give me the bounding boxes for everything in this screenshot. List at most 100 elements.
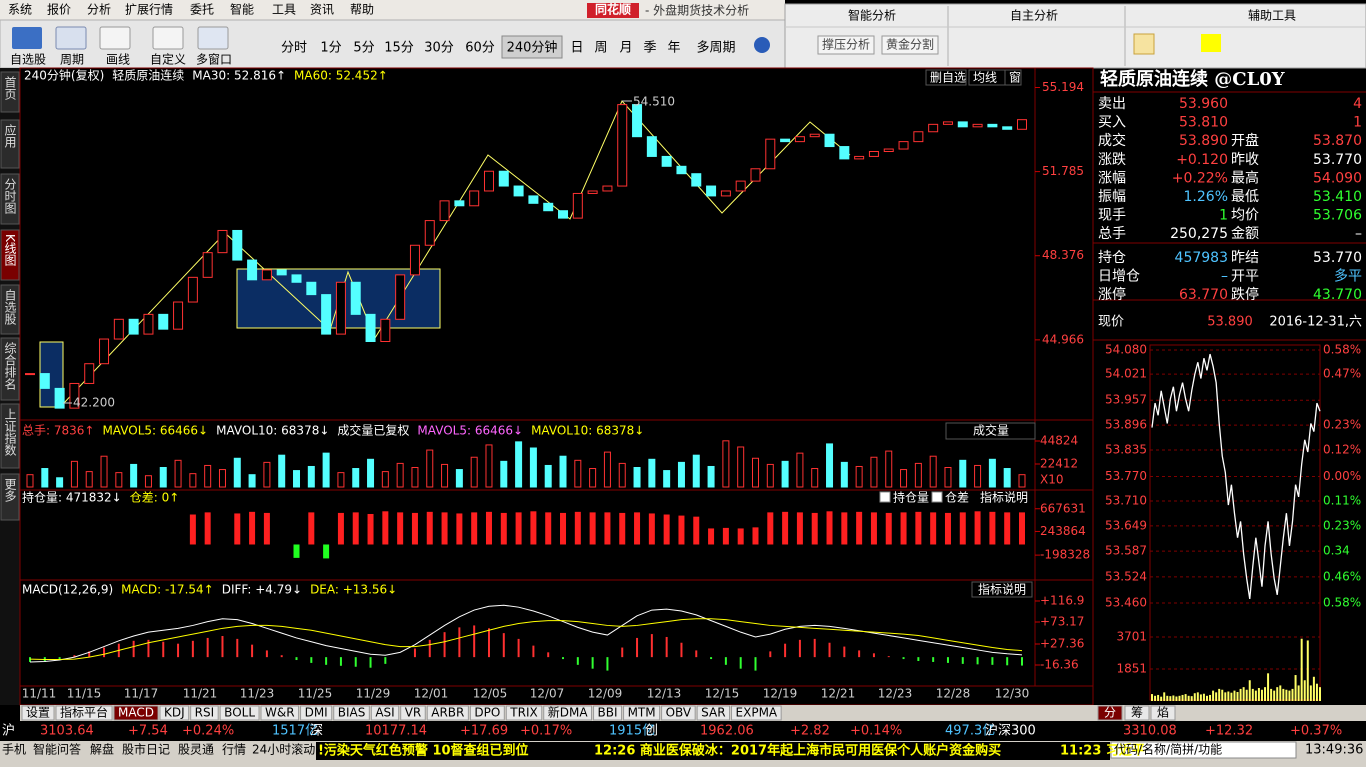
chart-button-label[interactable]: 指标说明 <box>978 582 1026 597</box>
indicator-tab[interactable]: BBI <box>598 706 618 720</box>
checkbox[interactable] <box>931 491 943 503</box>
news-item[interactable]: 12:26 商业医保破冰：2017年起上海市民可用医保个人账户资金购买 <box>594 743 1001 759</box>
bottom-button[interactable]: 股市日记 <box>122 742 170 757</box>
indicator-tab[interactable]: TRIX <box>509 706 537 720</box>
dropdown-label[interactable]: 成交量 <box>973 423 1009 438</box>
period-button[interactable]: 240分钟 <box>507 40 558 56</box>
indicator-tab[interactable]: DPO <box>474 706 500 720</box>
side-tab-label[interactable]: 首页 <box>3 76 17 101</box>
icon[interactable] <box>12 27 42 49</box>
icon[interactable] <box>99 26 131 50</box>
indicator-tab[interactable]: ARBR <box>431 706 464 720</box>
indicator-tab-bg[interactable] <box>505 705 543 721</box>
checkbox[interactable] <box>879 491 891 503</box>
indicator-tab[interactable]: BOLL <box>224 706 255 720</box>
period-button[interactable]: 30分 <box>424 41 454 56</box>
cursor-tool[interactable] <box>1133 33 1155 55</box>
bottom-button[interactable]: 股灵通 <box>178 743 214 757</box>
intraday-tab-label[interactable]: 分 <box>1104 706 1116 720</box>
intraday-tab[interactable] <box>1124 705 1150 721</box>
search-box[interactable] <box>1110 741 1297 759</box>
indicator-tab[interactable]: MACD <box>118 706 154 720</box>
chart-button-label[interactable]: 删自选 <box>930 71 966 85</box>
toolbar-button[interactable]: 多窗口 <box>196 53 232 67</box>
toolbar-button[interactable]: 周期 <box>60 53 84 67</box>
indicator-tab-bg[interactable] <box>21 705 55 721</box>
indicator-tab-bg[interactable] <box>543 705 593 721</box>
intraday-tab[interactable] <box>1150 705 1176 721</box>
menu-item[interactable]: 报价 <box>47 2 71 17</box>
intraday-tab-label[interactable]: 筹 <box>1131 706 1143 720</box>
period-button[interactable]: 60分 <box>465 41 495 56</box>
indicator-tab-bg[interactable] <box>400 705 426 721</box>
indicator-tab-bg[interactable] <box>661 705 696 721</box>
menu-item[interactable]: 工具 <box>272 3 296 17</box>
chart-button-label[interactable]: 窗 <box>1009 71 1021 85</box>
side-tab[interactable] <box>0 473 20 521</box>
toolbar-button[interactable]: 画线 <box>106 53 130 67</box>
side-tab-label[interactable]: 综合排名 <box>3 342 17 390</box>
indicator-tab-bg[interactable] <box>260 705 300 721</box>
indicator-tab[interactable]: 新DMA <box>548 705 589 720</box>
period-button[interactable]: 日 <box>570 41 583 56</box>
period-button[interactable]: 1分 <box>320 41 341 56</box>
side-tab[interactable] <box>0 71 20 113</box>
period-button[interactable]: 分时 <box>281 41 307 56</box>
side-tab[interactable] <box>0 173 20 225</box>
indicator-tab[interactable]: EXPMA <box>736 706 778 720</box>
indicator-tab[interactable]: ASI <box>375 706 394 720</box>
tool-button-label[interactable]: 撑压分析 <box>822 37 870 52</box>
indicator-tab[interactable]: MTM <box>628 706 656 720</box>
period-button[interactable]: 15分 <box>384 41 414 56</box>
chart-button[interactable] <box>925 69 967 86</box>
indicator-tab-bg[interactable] <box>469 705 505 721</box>
toolbar-button[interactable]: 自选股 <box>10 53 46 67</box>
indicator-tab[interactable]: 设置 <box>26 706 50 720</box>
side-tab-label[interactable]: 自选股 <box>3 289 17 326</box>
oi-button[interactable]: 持仓量 <box>893 490 929 505</box>
dropdown[interactable] <box>945 422 1036 440</box>
period-button[interactable]: 年 <box>667 41 680 56</box>
side-tab-label[interactable]: 上证指数 <box>3 408 17 457</box>
settings-icon[interactable] <box>754 37 770 53</box>
indicator-tab-bg[interactable] <box>333 705 370 721</box>
chart-button-label[interactable]: 均线 <box>973 71 997 85</box>
bottom-button[interactable]: 解盘 <box>90 742 114 757</box>
news-item[interactable]: !污染天气红色预警 10督查组已到位 <box>318 743 529 759</box>
indicator-tab[interactable]: OBV <box>666 706 692 720</box>
icon[interactable] <box>55 26 87 50</box>
period-button[interactable]: 5分 <box>353 41 374 56</box>
menu-item[interactable]: 帮助 <box>350 3 374 17</box>
chart-button[interactable] <box>971 581 1033 598</box>
bottom-button[interactable]: 智能问答 <box>33 742 81 757</box>
oi-button[interactable]: 指标说明 <box>980 490 1028 505</box>
indicator-tab[interactable]: KDJ <box>164 706 185 720</box>
side-tab[interactable] <box>0 119 20 169</box>
indicator-tab-bg[interactable] <box>370 705 400 721</box>
indicator-tab-bg[interactable] <box>593 705 623 721</box>
news-item[interactable]: 11:23 习近平 <box>1060 743 1145 759</box>
indicator-tab[interactable]: SAR <box>701 706 725 720</box>
indicator-tab-bg[interactable] <box>426 705 469 721</box>
intraday-tab[interactable] <box>1097 705 1123 721</box>
period-button[interactable]: 季 <box>643 41 656 56</box>
tool-button[interactable] <box>817 35 875 55</box>
side-tab-label[interactable]: 分时图 <box>3 178 17 214</box>
color-box[interactable] <box>1201 34 1221 52</box>
indicator-tab-bg[interactable] <box>623 705 661 721</box>
menu-item[interactable]: 智能 <box>230 2 254 17</box>
indicator-tab-bg[interactable] <box>219 705 260 721</box>
tool-button-label[interactable]: 黄金分割 <box>886 37 934 52</box>
menu-item[interactable]: 扩展行情 <box>125 3 173 17</box>
menu-item[interactable]: 系统 <box>8 3 32 17</box>
side-tab-label[interactable]: 更多 <box>3 478 17 503</box>
indicator-tab[interactable]: BIAS <box>338 706 366 720</box>
indicator-tab[interactable]: 指标平台 <box>60 705 108 720</box>
period-button[interactable]: 多周期 <box>696 40 735 56</box>
indicator-tab[interactable]: DMI <box>305 706 328 720</box>
chart-button[interactable] <box>1004 69 1022 86</box>
indicator-tab-bg[interactable] <box>696 705 731 721</box>
side-tab[interactable] <box>0 403 20 469</box>
icon[interactable] <box>197 26 229 50</box>
tool-button[interactable] <box>881 35 939 55</box>
